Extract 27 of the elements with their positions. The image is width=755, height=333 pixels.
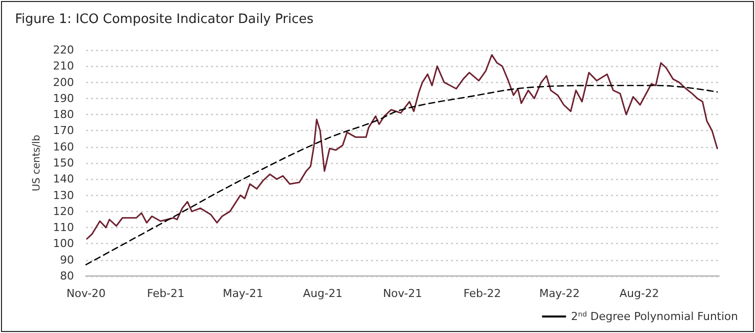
y-tick-label: 130 [53,188,74,202]
line-series [86,54,718,240]
y-tick-label: 220 [53,44,74,56]
y-tick-label: 100 [53,237,74,250]
x-tick-label: May-22 [539,287,580,300]
y-tick-label: 140 [53,172,74,186]
x-tick-label: Feb-22 [464,287,501,300]
y-tick-label: 200 [53,76,74,89]
y-tick-label: 180 [53,108,74,122]
chart-title: Figure 1: ICO Composite Indicator Daily Prices [15,12,314,27]
y-tick-label: 80 [60,270,74,282]
line-series [85,84,718,266]
y-tick-label: 120 [53,204,74,218]
y-tick-label: 90 [60,253,74,266]
y-tick-label: 170 [53,124,74,138]
x-tick-label: May-21 [222,287,264,300]
y-tick-label: 160 [53,140,74,154]
x-tick-label: Aug-22 [620,287,659,300]
y-tick-label: 210 [53,60,74,73]
y-tick-label: 190 [53,92,74,105]
y-axis-title: US cents/lb [32,134,42,192]
y-tick-label: 150 [53,156,74,170]
y-tick-label: 110 [53,221,74,234]
x-tick-label: Nov-21 [382,287,422,300]
x-tick-label: Aug-21 [303,287,342,300]
x-tick-label: Nov-20 [66,287,106,300]
x-tick-label: Feb-21 [147,287,184,300]
